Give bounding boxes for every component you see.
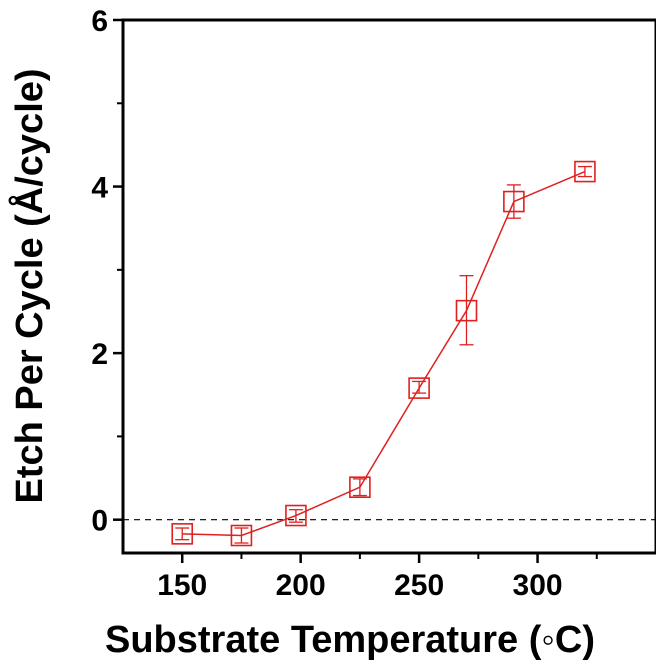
series-line: [182, 170, 586, 537]
y-tick-label: 0: [91, 505, 108, 538]
tick-layer: 150 200 250 300 0 2 4 6: [91, 5, 598, 602]
y-axis-label: Etch Per Cycle (Å/cycle): [7, 68, 51, 503]
data-point: [574, 160, 596, 183]
data-point: [503, 190, 525, 213]
x-tick-label: 150: [157, 569, 207, 602]
x-tick-label: 250: [394, 569, 444, 602]
data-point: [349, 476, 371, 499]
y-tick-label: 4: [91, 172, 108, 205]
series-layer: [171, 160, 596, 547]
data-point: [455, 299, 478, 322]
data-point: [285, 504, 307, 527]
x-axis-label: Substrate Temperature (◦C): [105, 619, 595, 661]
data-point: [230, 524, 253, 547]
data-point: [171, 523, 194, 545]
plot-frame: [121, 18, 656, 555]
x-tick-label: 200: [276, 569, 326, 602]
y-tick-label: 6: [91, 5, 108, 38]
y-tick-label: 2: [91, 338, 108, 371]
data-point: [408, 377, 430, 399]
x-tick-label: 300: [513, 569, 563, 602]
